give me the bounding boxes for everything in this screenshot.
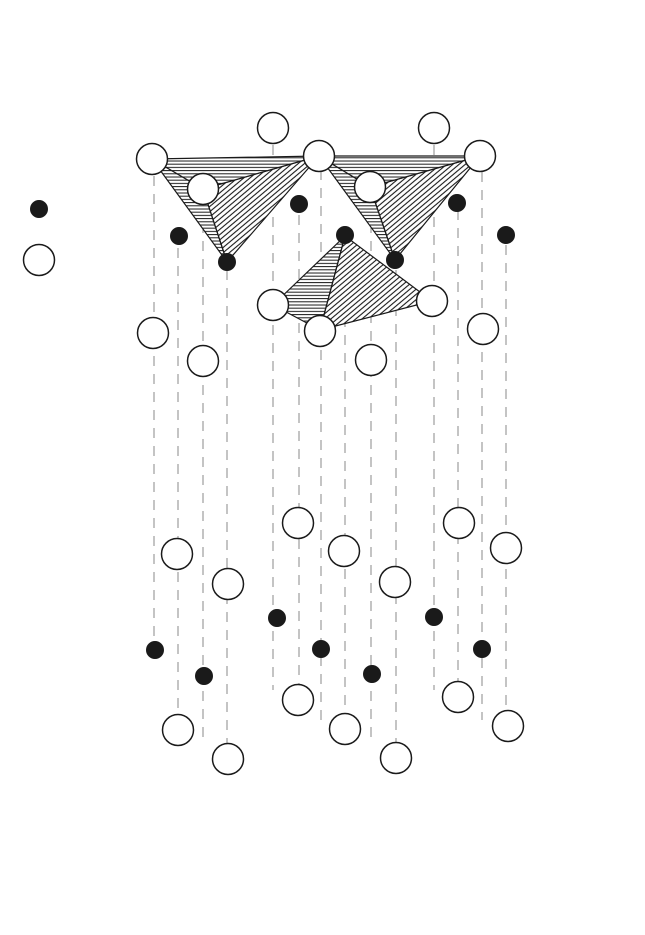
filled-atom-15 xyxy=(30,200,48,218)
open-atom-20 xyxy=(442,506,476,540)
filled-atom-11 xyxy=(312,640,330,658)
filled-atom-3 xyxy=(290,195,308,213)
open-atom-4 xyxy=(302,139,336,173)
open-atom-8 xyxy=(256,288,290,322)
filled-atom-13 xyxy=(425,608,443,626)
open-atom-27 xyxy=(441,680,475,714)
filled-atom-12 xyxy=(363,665,381,683)
filled-atom-14 xyxy=(473,640,491,658)
tetrahedron-center-edge xyxy=(319,235,346,331)
filled-atom-4 xyxy=(336,226,354,244)
open-atom-1 xyxy=(135,142,169,176)
open-atom-15 xyxy=(281,506,315,540)
tetrahedron-center xyxy=(272,235,433,331)
atom-sites xyxy=(22,111,525,776)
open-atom-19 xyxy=(378,565,412,599)
filled-atom-8 xyxy=(268,609,286,627)
open-atom-24 xyxy=(211,742,245,776)
filled-atom-1 xyxy=(170,227,188,245)
open-atom-9 xyxy=(303,314,337,348)
open-atom-25 xyxy=(328,712,362,746)
open-atom-12 xyxy=(186,344,220,378)
open-atom-23 xyxy=(161,713,195,747)
coordination-polyhedra xyxy=(151,155,481,331)
open-atom-7 xyxy=(463,139,497,173)
open-atom-11 xyxy=(136,316,170,350)
open-atom-28 xyxy=(491,709,525,743)
open-atom-5 xyxy=(353,170,387,204)
open-atom-22 xyxy=(281,683,315,717)
open-atom-10 xyxy=(415,284,449,318)
projection-guide-lines xyxy=(153,145,507,750)
tetrahedron-left xyxy=(151,155,320,263)
filled-atom-10 xyxy=(195,667,213,685)
open-atom-16 xyxy=(160,537,194,571)
open-atom-13 xyxy=(354,343,388,377)
open-atom-2 xyxy=(186,172,220,206)
filled-atom-2 xyxy=(218,253,236,271)
open-atom-29 xyxy=(22,243,56,277)
filled-atom-9 xyxy=(146,641,164,659)
open-atom-26 xyxy=(379,741,413,775)
open-atom-21 xyxy=(489,531,523,565)
filled-atom-5 xyxy=(386,251,404,269)
open-atom-17 xyxy=(211,567,245,601)
open-atom-18 xyxy=(327,534,361,568)
open-atom-3 xyxy=(256,111,290,145)
filled-atom-7 xyxy=(497,226,515,244)
open-atom-14 xyxy=(466,312,500,346)
filled-atom-6 xyxy=(448,194,466,212)
open-atom-6 xyxy=(417,111,451,145)
